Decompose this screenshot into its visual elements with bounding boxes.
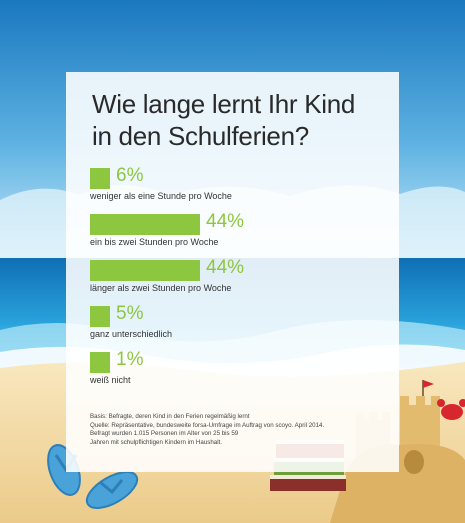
bar [90, 214, 200, 235]
category-label: länger als zwei Stunden pro Woche [90, 283, 232, 293]
crab-icon [437, 399, 465, 420]
footnote-line: Basis: Befragte, deren Kind in den Ferie… [90, 413, 250, 420]
value-label: 6% [116, 165, 144, 186]
chart-title: Wie lange lernt Ihr Kind in den Schulfer… [92, 88, 392, 152]
bar [90, 260, 200, 281]
category-label: ein bis zwei Stunden pro Woche [90, 237, 219, 247]
flag-icon [423, 380, 434, 388]
footnote-line: Quelle: Repräsentative, bundesweite fors… [90, 421, 325, 429]
footnote: Basis: Befragte, deren Kind in den Ferie… [90, 413, 360, 447]
category-label: ganz unterschiedlich [90, 329, 173, 339]
value-label: 5% [116, 303, 144, 324]
footnote-line: Jahren mit schulpflichtigen Kindern im H… [90, 438, 223, 446]
bar [90, 352, 110, 373]
bar [90, 306, 110, 327]
category-label: weniger als eine Stunde pro Woche [90, 191, 232, 201]
value-label: 44% [206, 257, 245, 278]
chart-title-line: in den Schulferien? [92, 121, 309, 151]
footnote-line: Befragt wurden 1.015 Personen im Alter v… [90, 430, 239, 438]
value-label: 44% [206, 211, 245, 232]
category-label: weiß nicht [90, 375, 131, 385]
bar [90, 168, 110, 189]
chart-title-line: Wie lange lernt Ihr Kind [92, 89, 356, 119]
value-label: 1% [116, 349, 144, 370]
